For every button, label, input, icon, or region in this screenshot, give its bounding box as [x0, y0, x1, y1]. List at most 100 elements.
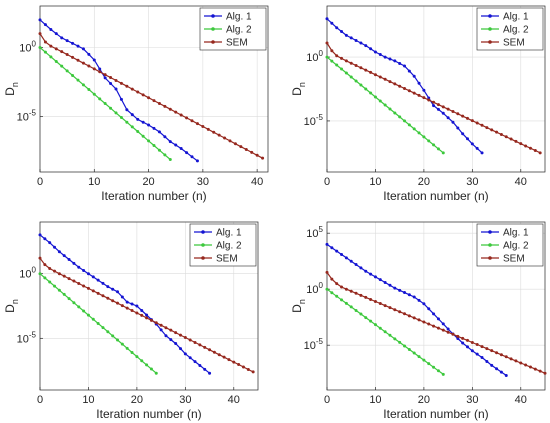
- data-point: [456, 336, 460, 340]
- legend-label: SEM: [503, 38, 525, 49]
- series-alg-1: [38, 233, 212, 375]
- data-point: [152, 126, 156, 130]
- data-point: [119, 97, 123, 101]
- data-point: [456, 126, 460, 130]
- data-point: [38, 46, 42, 49]
- data-point: [490, 363, 494, 367]
- data-point: [163, 104, 167, 108]
- data-point: [96, 278, 100, 282]
- data-point: [461, 132, 465, 136]
- data-point: [490, 349, 494, 353]
- series-alg-1: [325, 17, 484, 155]
- data-point: [383, 55, 387, 59]
- data-point: [335, 282, 339, 286]
- data-point: [111, 299, 115, 303]
- data-point: [232, 360, 236, 364]
- data-point: [168, 140, 172, 144]
- data-point: [330, 59, 334, 63]
- series-alg-2: [325, 55, 445, 155]
- data-point: [203, 345, 207, 349]
- data-point: [233, 142, 237, 146]
- series-line: [39, 33, 263, 159]
- x-tick-label: 0: [37, 394, 43, 406]
- data-point: [340, 285, 344, 289]
- data-point: [412, 295, 416, 299]
- data-point: [383, 280, 387, 284]
- data-point: [349, 36, 353, 40]
- data-point: [325, 41, 329, 45]
- data-point: [509, 137, 513, 141]
- data-point: [228, 139, 232, 143]
- data-point: [373, 323, 377, 327]
- data-point: [485, 359, 489, 363]
- data-point: [407, 314, 411, 318]
- data-point: [86, 272, 90, 276]
- data-point: [65, 39, 69, 43]
- data-point: [250, 150, 254, 154]
- data-point: [393, 82, 397, 86]
- legend-label: Alg. 1: [226, 12, 252, 23]
- data-point: [325, 242, 329, 246]
- data-point: [203, 367, 207, 371]
- data-point: [407, 123, 411, 127]
- x-tick-label: 30: [197, 176, 209, 188]
- data-point: [369, 297, 373, 301]
- data-point: [53, 245, 57, 249]
- data-point: [201, 124, 205, 128]
- data-point: [398, 84, 402, 88]
- data-point: [378, 278, 382, 282]
- data-point: [369, 272, 373, 276]
- data-point: [119, 81, 123, 85]
- data-point: [364, 316, 368, 320]
- data-point: [403, 312, 407, 316]
- data-point: [325, 17, 329, 21]
- data-point: [163, 135, 167, 139]
- data-point: [451, 109, 455, 113]
- data-point: [130, 309, 134, 313]
- data-point: [427, 322, 431, 326]
- data-point: [441, 151, 445, 155]
- data-point: [188, 338, 192, 342]
- data-point: [359, 83, 363, 87]
- data-point: [43, 50, 47, 54]
- data-point: [388, 333, 392, 337]
- data-point: [441, 372, 445, 376]
- data-point: [159, 323, 163, 327]
- data-point: [72, 279, 76, 283]
- data-point: [330, 277, 334, 281]
- legend-marker: [201, 243, 205, 247]
- data-point: [130, 125, 134, 129]
- data-point: [208, 348, 212, 352]
- data-point: [62, 292, 66, 296]
- data-point: [101, 294, 105, 298]
- data-point: [212, 130, 216, 134]
- data-point: [140, 313, 144, 317]
- data-point: [335, 54, 339, 58]
- data-point: [495, 130, 499, 134]
- x-tick-label: 30: [466, 394, 478, 406]
- legend-label: Alg. 2: [503, 25, 529, 36]
- data-point: [125, 120, 129, 124]
- data-point: [412, 351, 416, 355]
- data-point: [178, 333, 182, 337]
- data-point: [71, 41, 75, 45]
- y-tick-label: 100: [19, 266, 36, 281]
- data-point: [157, 101, 161, 105]
- data-point: [446, 330, 450, 334]
- series-sem: [38, 32, 265, 160]
- data-point: [354, 38, 358, 42]
- data-point: [412, 127, 416, 131]
- data-point: [378, 302, 382, 306]
- legend: Alg. 1 Alg. 2 SEM: [199, 7, 267, 51]
- data-point: [208, 371, 212, 375]
- y-tick-label: 105: [306, 225, 323, 240]
- data-point: [183, 336, 187, 340]
- data-point: [538, 369, 542, 373]
- legend-label: SEM: [503, 254, 525, 265]
- data-point: [461, 341, 465, 345]
- series-sem: [325, 41, 542, 155]
- data-point: [403, 64, 407, 68]
- data-point: [43, 263, 47, 267]
- data-point: [168, 107, 172, 111]
- data-point: [38, 233, 42, 237]
